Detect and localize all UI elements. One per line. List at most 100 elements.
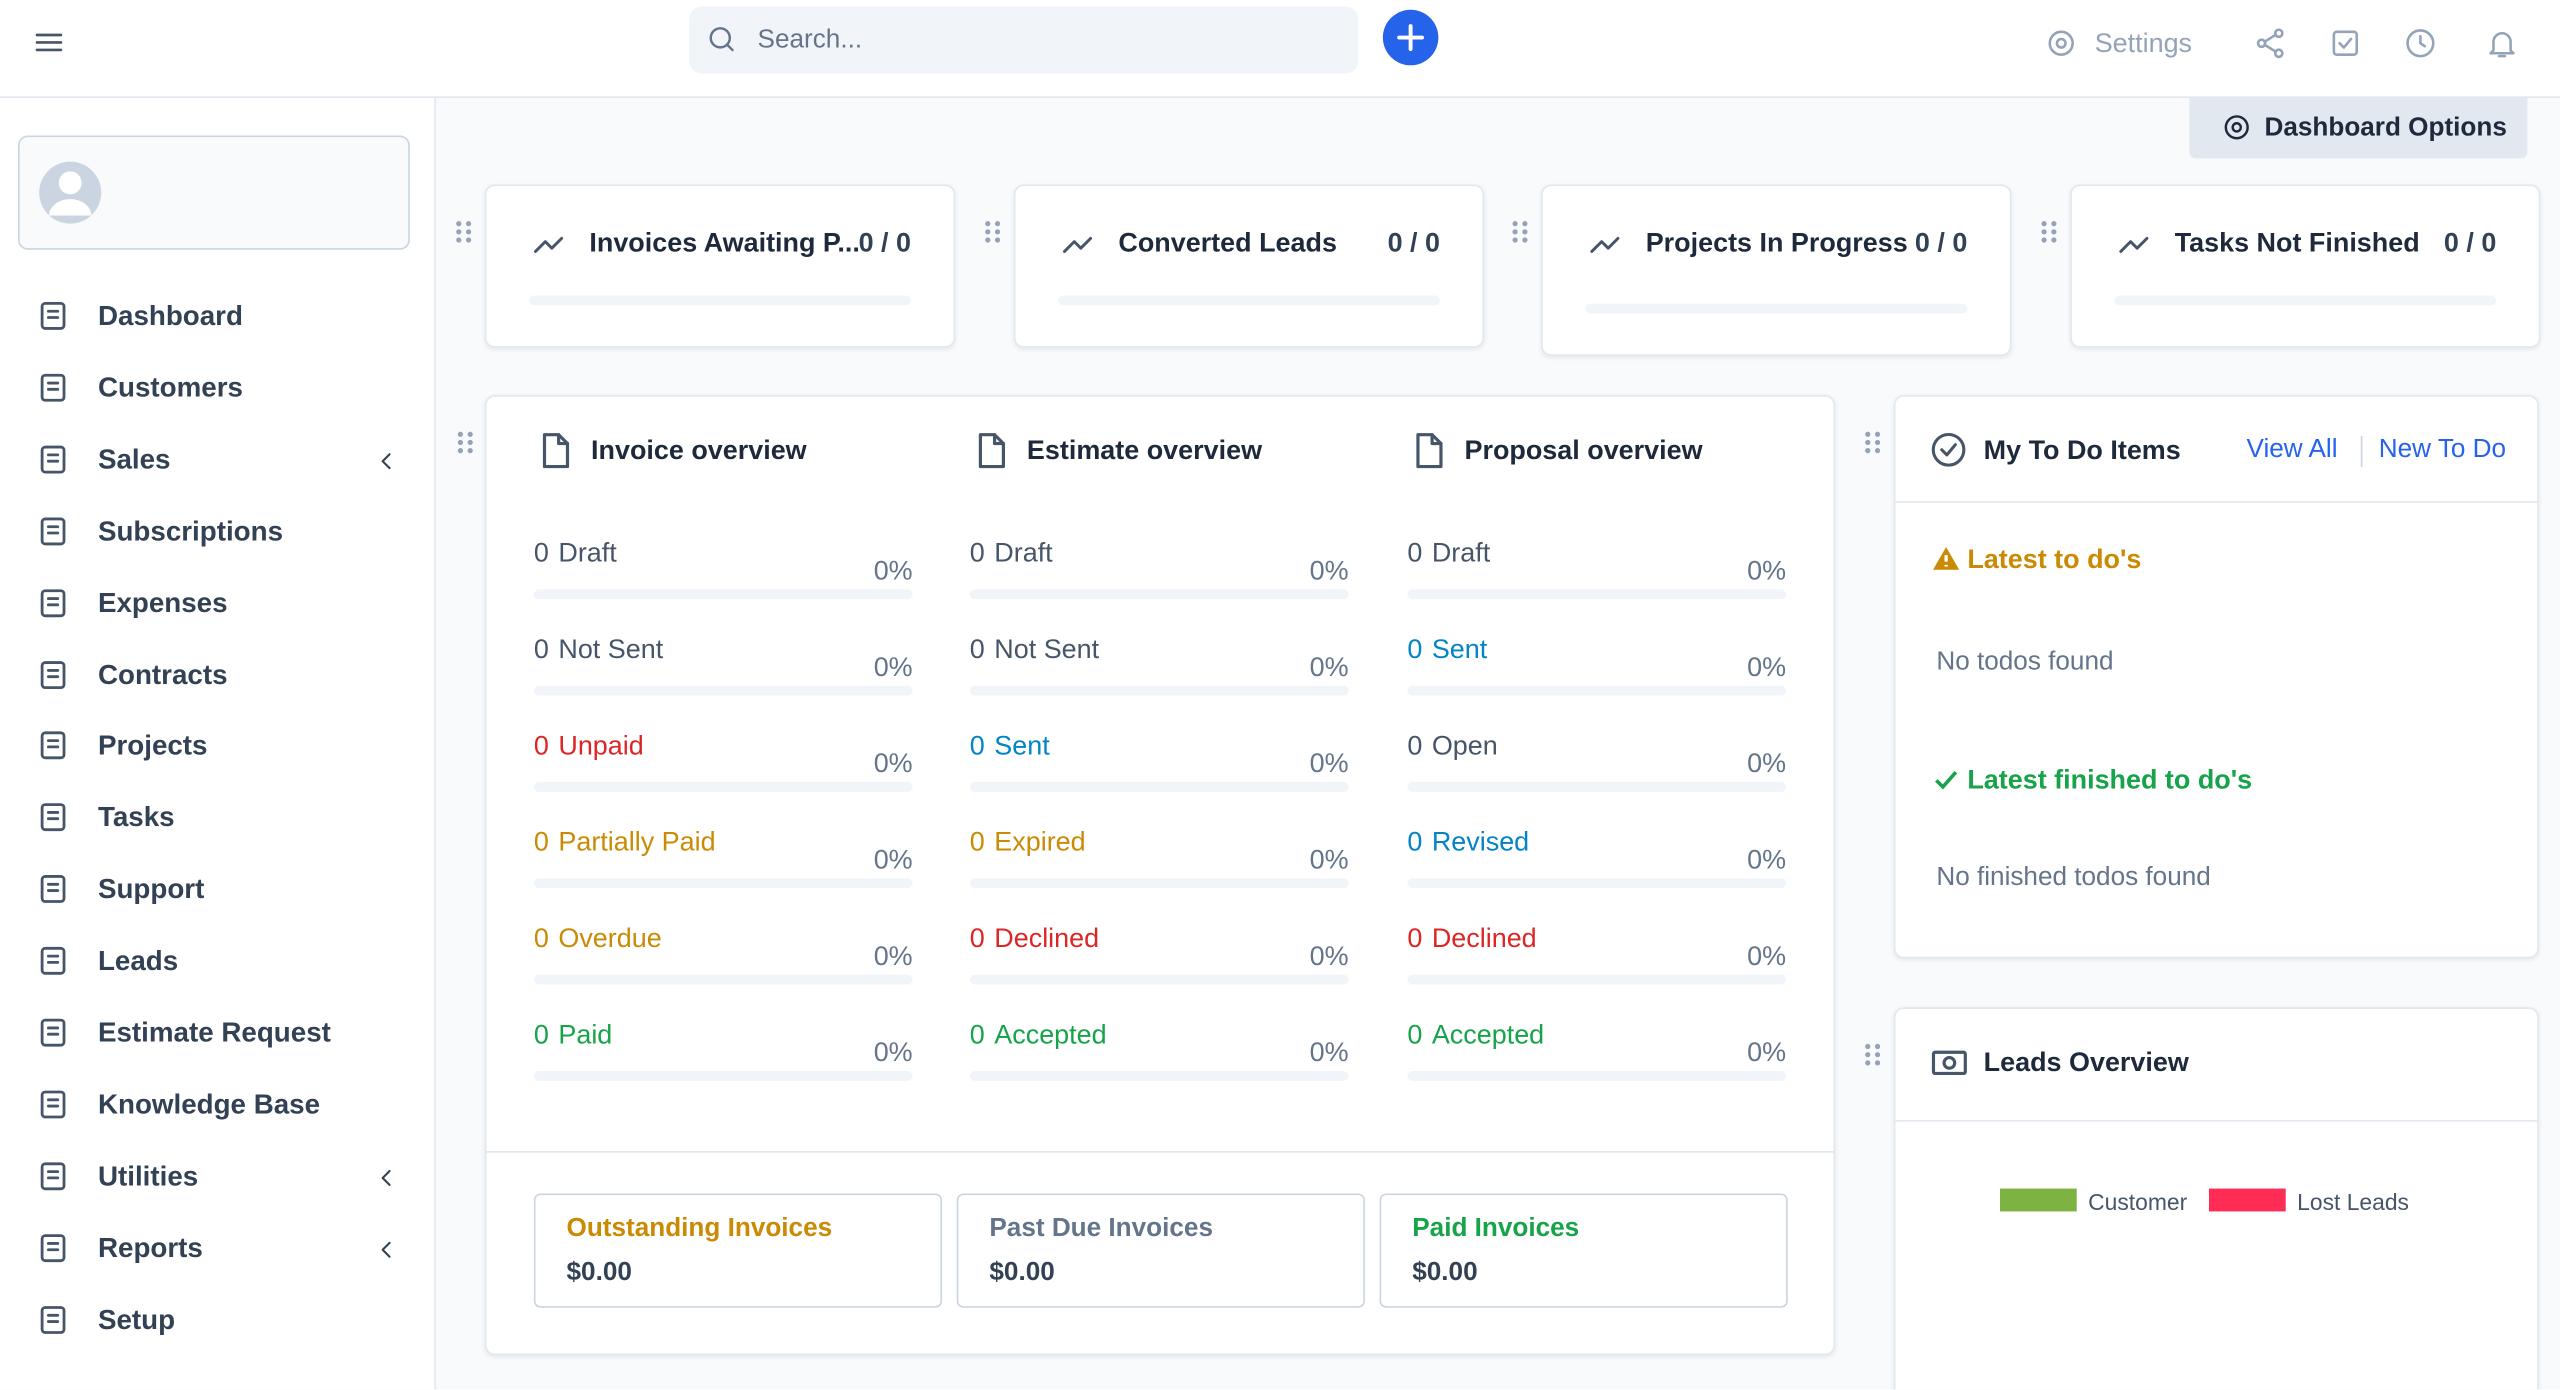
status-row[interactable]: 0 Draft 0% <box>533 539 913 604</box>
submenu-chevron[interactable] <box>372 1235 400 1271</box>
leads-divider <box>1895 1119 2538 1122</box>
icon-part <box>46 668 60 678</box>
stat-card[interactable]: Tasks Not Finished 0 / 0 <box>2070 184 2541 348</box>
summary-box[interactable]: Outstanding Invoices $0.00 <box>533 1193 943 1308</box>
status-count: 0 <box>969 1020 985 1050</box>
icon-part <box>39 161 102 224</box>
menu-item[interactable]: Sales <box>97 443 171 475</box>
drag-handle[interactable] <box>2039 219 2059 253</box>
icon-part <box>58 171 82 195</box>
legend-swatch[interactable] <box>1999 1188 2077 1212</box>
submenu-chevron[interactable] <box>372 447 400 483</box>
stat-progress <box>528 295 912 306</box>
summary-box[interactable]: Paid Invoices $0.00 <box>1379 1193 1788 1308</box>
menu-item[interactable]: Contracts <box>97 658 228 690</box>
overview-icon <box>1407 429 1449 480</box>
overview-title: Proposal overview <box>1464 435 1703 466</box>
stat-card[interactable]: Projects In Progress 0 / 0 <box>1541 184 2012 356</box>
menu-item[interactable]: Reports <box>97 1232 203 1264</box>
legend-label[interactable]: Lost Leads <box>2297 1188 2409 1215</box>
status-percent: 0% <box>873 556 913 587</box>
menu-item[interactable]: Setup <box>97 1303 176 1335</box>
menu-item[interactable]: Projects <box>97 730 208 762</box>
divider <box>486 1151 1834 1153</box>
settings-link[interactable]: Settings <box>2094 29 2193 59</box>
icon-part <box>1522 229 1528 235</box>
status-row[interactable]: 0 Not Sent 0% <box>533 635 913 700</box>
status-row[interactable]: 0 Draft 0% <box>1407 539 1787 604</box>
profile-box[interactable] <box>17 135 410 250</box>
icon-part <box>2406 29 2435 58</box>
menu-item[interactable]: Utilities <box>97 1160 199 1192</box>
menu-item[interactable]: Tasks <box>97 802 175 834</box>
icon-part <box>1512 221 1518 227</box>
status-row[interactable]: 0 Expired 0% <box>969 828 1349 893</box>
menu-icon <box>34 369 72 415</box>
summary-amount: $0.00 <box>1412 1258 1478 1287</box>
status-row[interactable]: 0 Unpaid 0% <box>533 731 913 796</box>
stat-card[interactable]: Invoices Awaiting P... 0 / 0 <box>484 184 956 348</box>
legend-label[interactable]: Customer <box>2088 1188 2188 1215</box>
status-row[interactable]: 0 Partially Paid 0% <box>533 828 913 893</box>
icon-part <box>1931 1050 1967 1076</box>
menu-item[interactable]: Knowledge Base <box>97 1088 321 1120</box>
icon-part <box>40 445 66 474</box>
status-row[interactable]: 0 Accepted 0% <box>1407 1020 1787 1085</box>
legend-swatch[interactable] <box>2208 1188 2286 1212</box>
status-row[interactable]: 0 Sent 0% <box>969 731 1349 796</box>
status-row[interactable]: 0 Declined 0% <box>1407 924 1787 989</box>
drag-handle[interactable] <box>1510 219 1530 253</box>
settings-icon[interactable] <box>2044 26 2078 68</box>
topbar-icon[interactable] <box>2485 26 2519 68</box>
submenu-chevron[interactable] <box>372 1164 400 1200</box>
status-row[interactable]: 0 Accepted 0% <box>969 1020 1349 1085</box>
menu-item[interactable]: Estimate Request <box>97 1017 331 1049</box>
icon-part <box>46 739 60 749</box>
status-row[interactable]: 0 Open 0% <box>1407 731 1787 796</box>
icon-part <box>2419 34 2426 48</box>
status-row[interactable]: 0 Not Sent 0% <box>969 635 1349 700</box>
stat-card[interactable]: Converted Leads 0 / 0 <box>1013 184 1485 348</box>
menu-item[interactable]: Dashboard <box>97 300 243 332</box>
icon-part <box>2051 229 2057 235</box>
new-todo[interactable]: New To Do <box>2378 435 2507 464</box>
menu-item[interactable]: Expenses <box>97 587 228 619</box>
status-percent: 0% <box>1309 749 1349 779</box>
icon-part <box>1590 236 1620 253</box>
menu-toggle[interactable] <box>31 24 67 68</box>
summary-box[interactable]: Past Due Invoices $0.00 <box>956 1193 1365 1308</box>
icon-part <box>1522 221 1528 227</box>
status-count: 0 <box>969 635 985 665</box>
dashboard-options[interactable] <box>2189 97 2528 159</box>
status-progress <box>1407 1071 1787 1081</box>
drag-handle[interactable] <box>1863 1042 1883 1076</box>
topbar-icon[interactable] <box>2403 26 2437 68</box>
menu-item[interactable]: Leads <box>97 945 179 977</box>
drag-handle[interactable] <box>456 429 476 463</box>
status-progress <box>969 878 1349 889</box>
menu-item[interactable]: Customers <box>97 372 243 404</box>
topbar-icon[interactable] <box>2328 26 2362 68</box>
add-button[interactable] <box>1382 9 1439 66</box>
drag-handle[interactable] <box>983 219 1003 253</box>
status-row[interactable]: 0 Sent 0% <box>1407 635 1787 700</box>
icon-part <box>709 27 734 52</box>
menu-item[interactable]: Support <box>97 873 205 905</box>
drag-handle[interactable] <box>454 219 474 253</box>
status-row[interactable]: 0 Draft 0% <box>969 539 1349 604</box>
topbar-icon[interactable] <box>2253 26 2287 68</box>
menu-item[interactable]: Subscriptions <box>97 515 284 547</box>
status-row[interactable]: 0 Declined 0% <box>969 924 1349 989</box>
icon-part <box>381 452 391 469</box>
status-row[interactable]: 0 Paid 0% <box>533 1020 913 1085</box>
icon-part <box>46 381 60 391</box>
icon-part <box>1874 439 1881 446</box>
view-all[interactable]: View All <box>2246 435 2338 464</box>
status-row[interactable]: 0 Overdue 0% <box>533 924 913 989</box>
drag-handle[interactable] <box>1863 429 1883 463</box>
icon-part <box>1874 1052 1881 1058</box>
search-box[interactable]: Search... <box>688 6 1359 74</box>
status-row[interactable]: 0 Revised 0% <box>1407 828 1787 893</box>
icon-part <box>994 237 1001 243</box>
icon-part <box>456 229 462 235</box>
